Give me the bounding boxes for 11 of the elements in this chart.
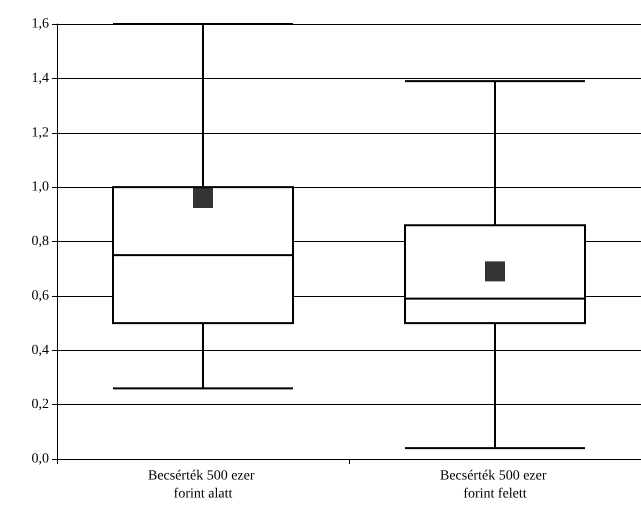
- x-tick-label: Becsérték 500 ezer forint felett: [440, 468, 550, 502]
- y-tick-label: 1,6: [32, 16, 49, 32]
- y-tick-label: 1,2: [32, 125, 49, 140]
- y-tick-label: 1,4: [32, 70, 49, 86]
- y-tick-label: 0,8: [32, 234, 49, 249]
- y-tick-label: 1,0: [32, 180, 49, 195]
- y-tick-label: 0,2: [32, 397, 49, 412]
- x-tick-label: Becsérték 500 ezer forint alatt: [148, 468, 258, 502]
- y-tick-label: 0,4: [32, 342, 49, 358]
- y-tick-label: 0,6: [32, 288, 49, 304]
- y-tick-label: 0,0: [32, 452, 49, 466]
